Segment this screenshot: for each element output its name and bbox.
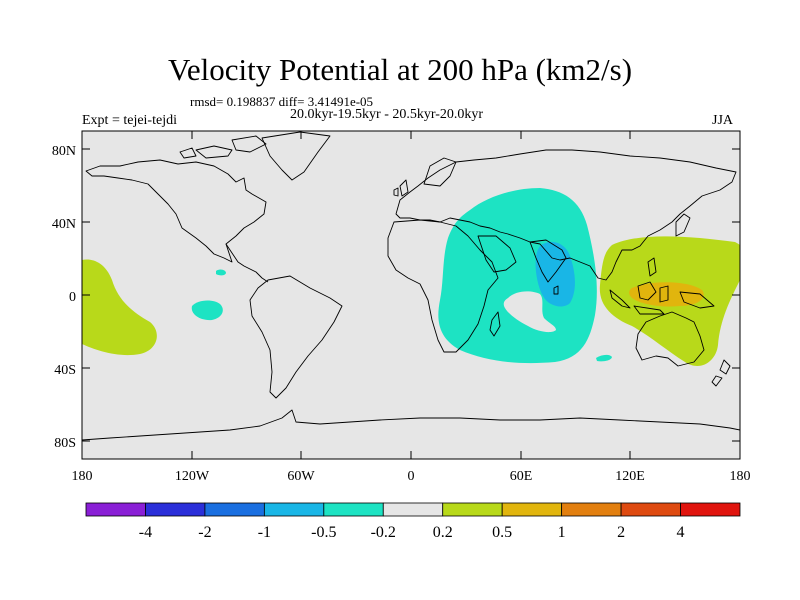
colorbar: -4 -2 -1 -0.5 -0.2 0.2 0.5 1 2 4	[85, 502, 741, 541]
x-tick-label: 180	[730, 469, 751, 484]
x-tick-label: 60E	[510, 469, 533, 484]
coast-sri-lanka	[553, 285, 559, 295]
map-title: Velocity Potential at 200 hPa (km2/s)	[167, 52, 633, 87]
y-tick-label: 80S	[54, 436, 76, 451]
coast-australia	[635, 311, 705, 367]
coast-arabia	[477, 235, 517, 273]
x-tick-label: 120E	[615, 469, 645, 484]
colorbar-label: -4	[139, 524, 152, 541]
colorbar-swatch	[145, 502, 206, 517]
colorbar-label: -0.5	[311, 524, 336, 541]
colorbar-label: -2	[198, 524, 211, 541]
y-tick-label: 40N	[52, 217, 76, 232]
negative-spot-hawaii	[216, 269, 226, 276]
contour-fields	[82, 131, 740, 441]
y-ticks	[82, 148, 740, 442]
colorbar-swatch	[501, 502, 563, 517]
colorbar-label: 0.2	[433, 524, 453, 541]
coast-antarctica	[82, 409, 740, 441]
positive-region-east-pacific	[82, 259, 157, 356]
colorbar-swatch	[85, 502, 146, 517]
coast-eurasia	[395, 149, 737, 281]
colorbar-label: 2	[617, 524, 625, 541]
colorbar-swatch	[561, 502, 622, 517]
period-subtitle: 20.0kyr-19.5kyr - 20.5kyr-20.0kyr	[290, 107, 484, 122]
colorbar-swatch	[204, 502, 265, 517]
x-tick-label: 180	[72, 469, 93, 484]
y-tick-label: 80N	[52, 144, 76, 159]
colorbar-label: 1	[558, 524, 566, 541]
coast-india	[529, 239, 567, 283]
x-tick-label: 60W	[287, 469, 315, 484]
colorbar-swatch	[680, 502, 741, 517]
coast-arctic-islands	[179, 135, 267, 159]
x-tick-label: 0	[408, 469, 415, 484]
coast-north-america	[85, 159, 267, 263]
coast-africa	[387, 219, 499, 353]
colorbar-swatch	[263, 502, 325, 517]
colorbar-swatch	[620, 502, 681, 517]
positive-core-maritime	[629, 282, 704, 307]
experiment-label: Expt = tejei-tejdi	[82, 113, 177, 128]
coast-new-zealand	[711, 359, 731, 387]
negative-region-central-pacific	[191, 300, 223, 321]
coast-greenland	[261, 131, 331, 181]
coast-madagascar	[489, 311, 501, 337]
colorbar-label: -0.2	[371, 524, 396, 541]
colorbar-label: 4	[677, 524, 685, 541]
negative-core-india	[535, 241, 575, 307]
coast-japan	[675, 213, 691, 237]
coast-indonesia	[609, 257, 715, 315]
colorbar-swatch	[382, 502, 444, 517]
y-tick-label: 0	[69, 290, 76, 305]
season-label: JJA	[712, 113, 734, 128]
y-tick-label: 40S	[54, 363, 76, 378]
colorbar-swatch	[442, 502, 503, 517]
coastlines	[82, 131, 740, 441]
coast-scandinavia	[423, 157, 457, 187]
x-tick-label: 120W	[175, 469, 210, 484]
coast-central-america	[225, 243, 269, 283]
coast-south-america	[249, 275, 343, 399]
colorbar-label: -1	[258, 524, 271, 541]
negative-hole	[503, 291, 556, 333]
colorbar-swatch	[323, 502, 384, 517]
rmsd-diff-stats: rmsd= 0.198837 diff= 3.41491e-05	[190, 94, 374, 109]
colorbar-label: 0.5	[492, 524, 512, 541]
negative-spot-south-australia	[596, 354, 612, 362]
negative-region-indian-ocean	[438, 188, 597, 364]
x-ticks	[191, 131, 631, 459]
coast-british-isles	[393, 179, 409, 197]
